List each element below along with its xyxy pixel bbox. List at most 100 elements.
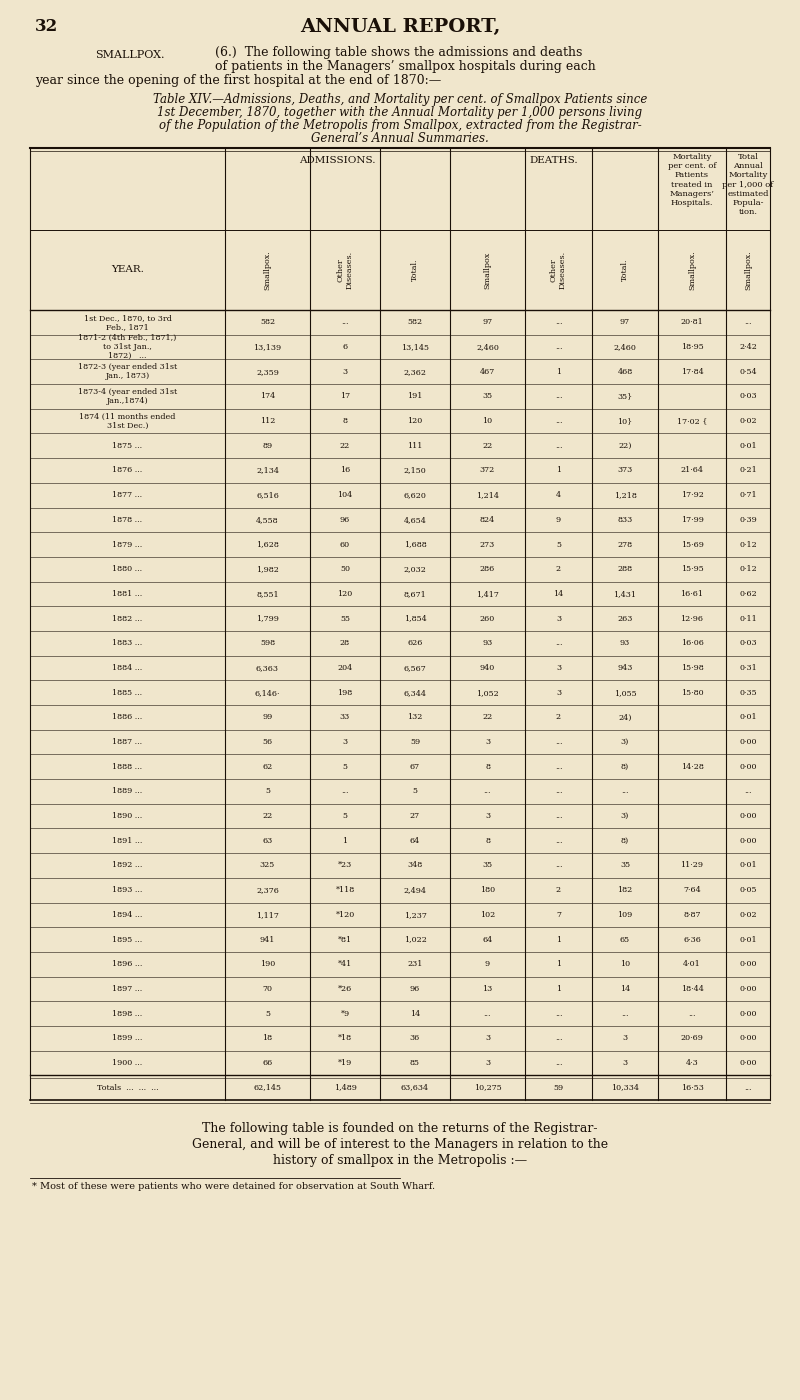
Text: *18: *18 <box>338 1035 352 1042</box>
Text: 13,145: 13,145 <box>401 343 429 351</box>
Text: 1899 ...: 1899 ... <box>112 1035 142 1042</box>
Text: 0·12: 0·12 <box>739 566 757 573</box>
Text: 198: 198 <box>338 689 353 697</box>
Text: Other
Diseases.: Other Diseases. <box>550 251 567 288</box>
Text: 3: 3 <box>342 368 347 375</box>
Text: 0·00: 0·00 <box>739 837 757 844</box>
Text: Smallpox.: Smallpox. <box>688 251 696 290</box>
Text: 1,214: 1,214 <box>476 491 499 500</box>
Text: 1,052: 1,052 <box>476 689 499 697</box>
Text: 99: 99 <box>262 714 273 721</box>
Text: 1871-2 (4th Feb., 1871,)
to 31st Jan.,
1872)   ...: 1871-2 (4th Feb., 1871,) to 31st Jan., 1… <box>78 333 177 360</box>
Text: ...: ... <box>554 640 562 647</box>
Text: 0·00: 0·00 <box>739 1058 757 1067</box>
Text: 0·00: 0·00 <box>739 960 757 969</box>
Text: 278: 278 <box>618 540 633 549</box>
Text: 6,146·: 6,146· <box>254 689 280 697</box>
Text: 3: 3 <box>485 1058 490 1067</box>
Text: 0·21: 0·21 <box>739 466 757 475</box>
Text: 626: 626 <box>407 640 422 647</box>
Text: 18: 18 <box>262 1035 273 1042</box>
Text: 16: 16 <box>340 466 350 475</box>
Text: 325: 325 <box>260 861 275 869</box>
Text: Table XIV.—Admissions, Deaths, and Mortality per cent. of Smallpox Patients sinc: Table XIV.—Admissions, Deaths, and Morta… <box>153 92 647 106</box>
Text: 18·95: 18·95 <box>681 343 703 351</box>
Text: 2,362: 2,362 <box>403 368 426 375</box>
Text: 1873-4 (year ended 31st
Jan.,1874): 1873-4 (year ended 31st Jan.,1874) <box>78 388 177 405</box>
Text: ...: ... <box>744 1084 752 1092</box>
Text: 0·00: 0·00 <box>739 1035 757 1042</box>
Text: 67: 67 <box>410 763 420 771</box>
Text: 62,145: 62,145 <box>254 1084 282 1092</box>
Text: 93: 93 <box>482 640 493 647</box>
Text: 96: 96 <box>410 986 420 993</box>
Text: ...: ... <box>554 392 562 400</box>
Text: 190: 190 <box>260 960 275 969</box>
Text: 1888 ...: 1888 ... <box>113 763 142 771</box>
Text: *9: *9 <box>341 1009 350 1018</box>
Text: ...: ... <box>484 1009 491 1018</box>
Text: 0·35: 0·35 <box>739 689 757 697</box>
Text: 1879 ...: 1879 ... <box>112 540 142 549</box>
Text: 56: 56 <box>262 738 273 746</box>
Text: 1884 ...: 1884 ... <box>112 664 142 672</box>
Text: *19: *19 <box>338 1058 352 1067</box>
Text: 1,489: 1,489 <box>334 1084 357 1092</box>
Text: 14: 14 <box>620 986 630 993</box>
Text: 20·69: 20·69 <box>681 1035 703 1042</box>
Text: 598: 598 <box>260 640 275 647</box>
Text: 0·31: 0·31 <box>739 664 757 672</box>
Text: 6,567: 6,567 <box>404 664 426 672</box>
Text: 1st Dec., 1870, to 3rd
Feb., 1871: 1st Dec., 1870, to 3rd Feb., 1871 <box>83 314 171 330</box>
Text: 4·3: 4·3 <box>686 1058 698 1067</box>
Text: 4: 4 <box>556 491 561 500</box>
Text: 943: 943 <box>618 664 633 672</box>
Text: 64: 64 <box>410 837 420 844</box>
Text: 1882 ...: 1882 ... <box>112 615 142 623</box>
Text: SMALLPOX.: SMALLPOX. <box>95 50 165 60</box>
Text: ...: ... <box>554 1035 562 1042</box>
Text: Total.: Total. <box>621 259 629 281</box>
Text: 10}: 10} <box>618 417 633 426</box>
Text: 64: 64 <box>482 935 493 944</box>
Text: 97: 97 <box>482 318 493 326</box>
Text: 9: 9 <box>556 515 561 524</box>
Text: 96: 96 <box>340 515 350 524</box>
Text: 15·98: 15·98 <box>681 664 703 672</box>
Text: 182: 182 <box>618 886 633 895</box>
Text: 3: 3 <box>622 1058 627 1067</box>
Text: 3: 3 <box>485 1035 490 1042</box>
Text: 1892 ...: 1892 ... <box>112 861 142 869</box>
Text: 1874 (11 months ended
31st Dec.): 1874 (11 months ended 31st Dec.) <box>79 413 176 430</box>
Text: 3: 3 <box>556 664 561 672</box>
Text: 1889 ...: 1889 ... <box>112 787 142 795</box>
Text: ...: ... <box>342 787 349 795</box>
Text: 1: 1 <box>556 960 561 969</box>
Text: 0·01: 0·01 <box>739 935 757 944</box>
Text: 3: 3 <box>556 615 561 623</box>
Text: 1900 ...: 1900 ... <box>112 1058 142 1067</box>
Text: 1896 ...: 1896 ... <box>112 960 142 969</box>
Text: 63,634: 63,634 <box>401 1084 429 1092</box>
Text: 2,460: 2,460 <box>476 343 499 351</box>
Text: 231: 231 <box>407 960 422 969</box>
Text: history of smallpox in the Metropolis :—: history of smallpox in the Metropolis :— <box>273 1154 527 1168</box>
Text: ...: ... <box>554 442 562 449</box>
Text: ...: ... <box>554 1009 562 1018</box>
Text: ...: ... <box>554 738 562 746</box>
Text: ...: ... <box>554 787 562 795</box>
Text: 1,417: 1,417 <box>476 589 499 598</box>
Text: 22): 22) <box>618 442 632 449</box>
Text: 2: 2 <box>556 886 561 895</box>
Text: 0·01: 0·01 <box>739 442 757 449</box>
Text: ...: ... <box>484 787 491 795</box>
Text: 24): 24) <box>618 714 632 721</box>
Text: 132: 132 <box>407 714 422 721</box>
Text: 174: 174 <box>260 392 275 400</box>
Text: 1: 1 <box>342 837 347 844</box>
Text: Mortality
per cent. of
Patients
treated in
Managers’
Hospitals.: Mortality per cent. of Patients treated … <box>668 153 716 207</box>
Text: 582: 582 <box>260 318 275 326</box>
Text: 111: 111 <box>407 442 422 449</box>
Text: 0·00: 0·00 <box>739 1009 757 1018</box>
Text: 15·95: 15·95 <box>681 566 703 573</box>
